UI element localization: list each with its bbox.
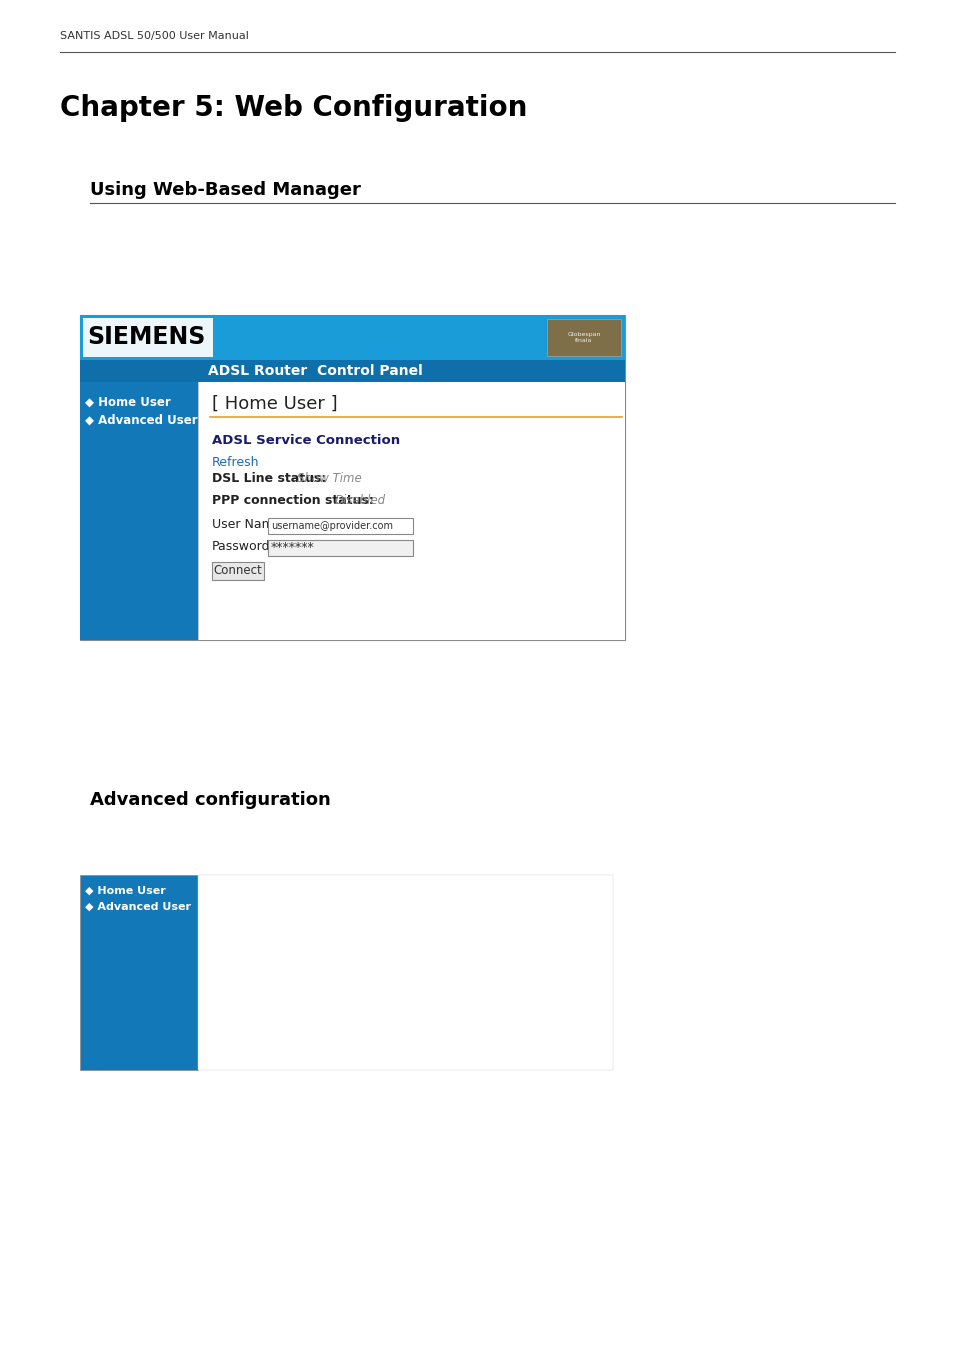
Text: Show Time: Show Time [296,471,361,485]
Text: Advanced configuration: Advanced configuration [90,790,331,809]
Bar [546,319,620,357]
Bar [83,317,213,357]
Text: Password:: Password: [212,539,274,553]
Bar [80,359,624,382]
Text: [ Home User ]: [ Home User ] [212,394,337,413]
Bar [80,382,198,640]
Bar [198,875,613,1070]
Text: ◆ Home User: ◆ Home User [85,886,166,896]
Bar [268,517,413,534]
Text: Refresh: Refresh [212,455,259,469]
Bar [268,540,413,557]
Text: ADSL Service Connection: ADSL Service Connection [212,434,399,446]
Bar [80,315,624,382]
Text: ◆ Advanced User: ◆ Advanced User [85,902,191,912]
Bar [198,382,624,640]
Text: Connect: Connect [213,565,262,577]
Text: ◆ Home User: ◆ Home User [85,396,171,408]
Text: *******: ******* [271,542,314,554]
Bar [80,315,624,640]
Text: Using Web-Based Manager: Using Web-Based Manager [90,181,360,199]
Bar [212,562,264,580]
Bar [80,875,198,1070]
Text: ADSL Router  Control Panel: ADSL Router Control Panel [208,363,422,378]
Text: ◆ Advanced User: ◆ Advanced User [85,413,197,427]
Text: DSL Line status:: DSL Line status: [212,471,326,485]
Text: SIEMENS: SIEMENS [87,326,205,350]
Text: Disabled: Disabled [335,493,386,507]
Text: Chapter 5: Web Configuration: Chapter 5: Web Configuration [60,95,527,122]
Text: SANTIS ADSL 50/500 User Manual: SANTIS ADSL 50/500 User Manual [60,31,249,41]
Text: PPP connection status:: PPP connection status: [212,493,374,507]
Text: User Name:: User Name: [212,517,286,531]
Text: Globespan
finala: Globespan finala [567,332,600,343]
Text: username@provider.com: username@provider.com [271,521,393,531]
